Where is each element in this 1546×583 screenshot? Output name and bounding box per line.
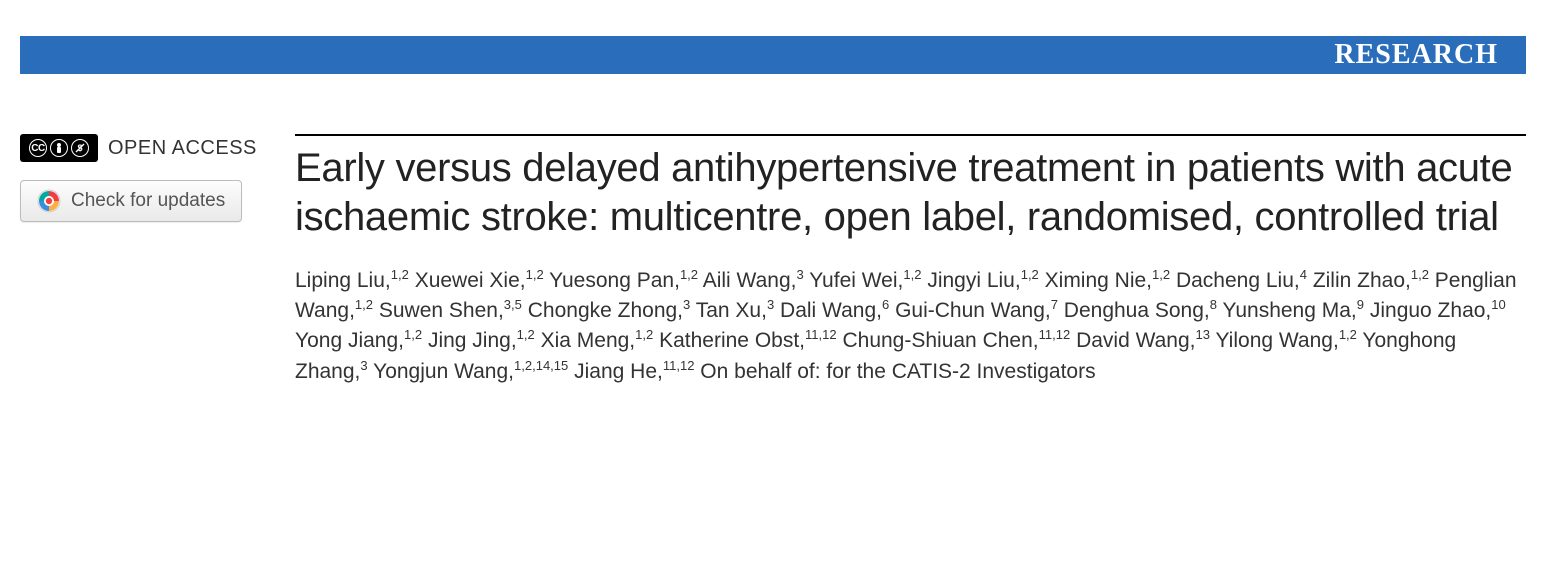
author-affiliation: 7 [1051,297,1058,312]
author-affiliation: 1,2 [680,267,698,282]
author: Yufei Wei, [809,269,903,292]
author-affiliation: 1,2 [1411,267,1429,282]
check-updates-label: Check for updates [71,190,225,212]
author-affiliation: 1,2 [526,267,544,282]
author-affiliation: 11,12 [805,327,837,342]
author: Chung-Shiuan Chen, [842,329,1038,352]
author-affiliation: 1,2 [404,327,422,342]
open-access-label: OPEN ACCESS [108,137,257,160]
author-affiliation: 3,5 [504,297,522,312]
nc-icon: $ [71,139,89,157]
author-affiliation: 3 [767,297,774,312]
author-affiliation: 1,2 [903,267,921,282]
author-trailing: On behalf of: for the CATIS-2 Investigat… [700,360,1095,383]
author: Suwen Shen, [379,299,504,322]
author-affiliation: 13 [1196,327,1210,342]
author-affiliation: 10 [1491,297,1505,312]
author: Gui-Chun Wang, [895,299,1051,322]
author: Xuewei Xie, [415,269,526,292]
author: Jiang He, [574,360,663,383]
author: Yuesong Pan, [549,269,680,292]
author-affiliation: 3 [683,297,690,312]
author: Tan Xu, [696,299,767,322]
author: Jinguo Zhao, [1370,299,1491,322]
check-updates-button[interactable]: Check for updates [20,180,242,222]
author: Dacheng Liu, [1176,269,1300,292]
author: Yongjun Wang, [373,360,514,383]
author: Liping Liu, [295,269,391,292]
author-affiliation: 1,2 [355,297,373,312]
author-affiliation: 8 [1210,297,1217,312]
content-wrapper: CC $ OPEN ACCESS [0,134,1546,387]
author: Yunsheng Ma, [1222,299,1356,322]
author-affiliation: 1,2 [635,327,653,342]
author: Denghua Song, [1064,299,1210,322]
author: Yong Jiang, [295,329,404,352]
author-affiliation: 11,12 [1039,327,1071,342]
author-affiliation: 1,2 [517,327,535,342]
author: Xia Meng, [541,329,636,352]
cc-icon: CC [29,139,47,157]
left-sidebar: CC $ OPEN ACCESS [20,134,295,387]
author: Chongke Zhong, [528,299,683,322]
author: Katherine Obst, [659,329,805,352]
author: Dali Wang, [780,299,882,322]
author: Zilin Zhao, [1313,269,1411,292]
crossmark-icon [37,189,61,213]
article-header: Early versus delayed antihypertensive tr… [295,134,1526,387]
author: Yilong Wang, [1215,329,1338,352]
author: David Wang, [1076,329,1195,352]
cc-license-badge: CC $ [20,134,98,162]
article-title: Early versus delayed antihypertensive tr… [295,144,1526,242]
by-icon [50,139,68,157]
author-affiliation: 6 [882,297,889,312]
author-affiliation: 1,2,14,15 [514,358,568,373]
author-affiliation: 9 [1357,297,1364,312]
author-affiliation: 11,12 [663,358,695,373]
author-affiliation: 3 [360,358,367,373]
author: Jingyi Liu, [927,269,1020,292]
author-affiliation: 1,2 [1339,327,1357,342]
author-affiliation: 1,2 [1021,267,1039,282]
author-affiliation: 3 [796,267,803,282]
author-affiliation: 4 [1300,267,1307,282]
section-banner-label: RESEARCH [1334,39,1498,71]
section-banner: RESEARCH [20,36,1526,74]
author-affiliation: 1,2 [1152,267,1170,282]
open-access-row: CC $ OPEN ACCESS [20,134,275,162]
author: Ximing Nie, [1045,269,1152,292]
author: Jing Jing, [428,329,517,352]
author: Aili Wang, [703,269,797,292]
author-affiliation: 1,2 [391,267,409,282]
author-list: Liping Liu,1,2 Xuewei Xie,1,2 Yuesong Pa… [295,266,1526,388]
